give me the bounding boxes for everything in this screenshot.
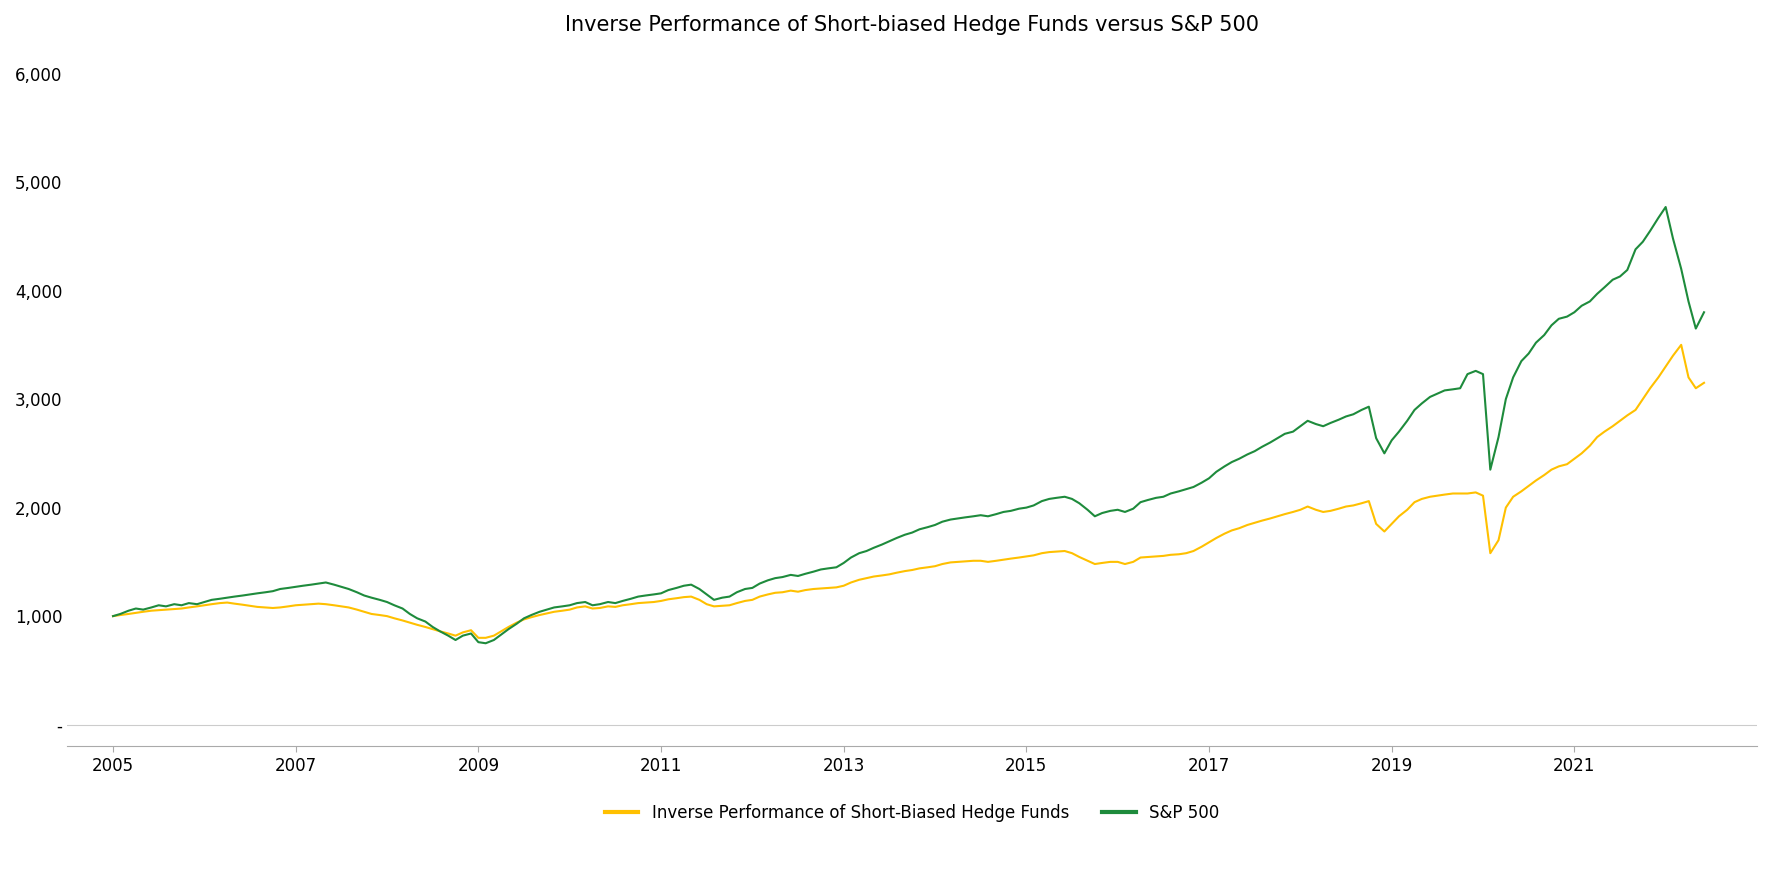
S&P 500: [1533, 330, 1554, 340]
S&P 500: [103, 610, 124, 621]
Inverse Performance of Short-Biased Hedge Funds: [863, 571, 884, 582]
Title: Inverse Performance of Short-biased Hedge Funds versus S&P 500: Inverse Performance of Short-biased Hedg…: [565, 15, 1260, 35]
Legend: Inverse Performance of Short-Biased Hedge Funds, S&P 500: Inverse Performance of Short-Biased Hedg…: [599, 797, 1226, 828]
Inverse Performance of Short-Biased Hedge Funds: [438, 628, 459, 639]
Inverse Performance of Short-Biased Hedge Funds: [902, 564, 923, 575]
Inverse Performance of Short-Biased Hedge Funds: [1442, 488, 1464, 499]
Inverse Performance of Short-Biased Hedge Funds: [1533, 470, 1554, 480]
S&P 500: [438, 630, 459, 641]
Inverse Performance of Short-Biased Hedge Funds: [468, 633, 489, 643]
Inverse Performance of Short-Biased Hedge Funds: [103, 610, 124, 621]
Inverse Performance of Short-Biased Hedge Funds: [1694, 377, 1715, 388]
Inverse Performance of Short-Biased Hedge Funds: [1671, 339, 1692, 350]
S&P 500: [1694, 307, 1715, 317]
S&P 500: [1442, 384, 1464, 394]
S&P 500: [1655, 202, 1676, 213]
S&P 500: [863, 542, 884, 553]
Inverse Performance of Short-Biased Hedge Funds: [119, 609, 140, 619]
Line: S&P 500: S&P 500: [113, 207, 1705, 643]
S&P 500: [119, 605, 140, 616]
S&P 500: [902, 527, 923, 538]
S&P 500: [475, 638, 496, 649]
Line: Inverse Performance of Short-Biased Hedge Funds: Inverse Performance of Short-Biased Hedg…: [113, 345, 1705, 638]
